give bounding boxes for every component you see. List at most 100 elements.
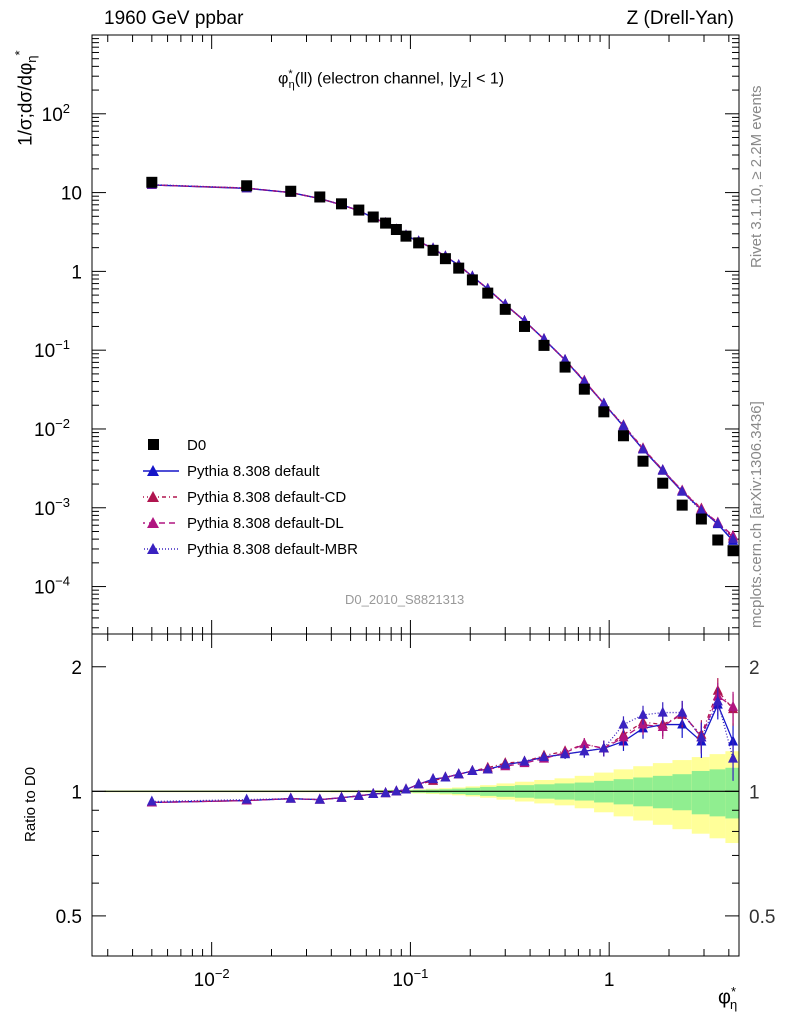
d0-point [380,217,392,229]
ratio-y-tick-label: 2 [71,658,82,679]
d0-point [519,320,531,332]
ratio-y-tick-label-right: 1 [749,782,760,803]
y-tick-label: 10−4 [34,574,70,599]
ratio-point [241,793,252,804]
ratio-band-inner [709,769,726,817]
d0-point [538,339,550,351]
series-point [657,464,668,475]
d0-point [695,513,707,525]
ratio-point [638,708,649,719]
legend-square-marker-icon [148,439,159,450]
d0-point [427,244,439,256]
d0-point [466,274,478,286]
series-point [696,504,707,515]
ratio-point [285,792,296,803]
ratio-point [353,789,364,800]
d0-point [241,180,253,192]
header-right: Z (Drell-Yan) [626,8,734,29]
ratio-y-tick-label: 0.5 [56,907,82,928]
series-point [728,533,739,544]
ratio-point [391,785,402,796]
ratio-point [314,793,325,804]
series-point [638,443,649,454]
d0-point [335,198,347,210]
ratio-point [560,748,571,759]
series-line [151,184,734,538]
series-point [618,419,629,430]
d0-point [617,430,629,442]
ratio-point [519,755,530,766]
d0-point [499,303,511,315]
ratio-point [696,731,707,742]
d0-point [712,534,724,546]
ratio-point [728,752,739,763]
ratio-band-inner [691,770,710,815]
d0-point [439,253,451,265]
ratio-point [728,700,739,711]
ratio-y-tick-label-right: 0.5 [749,907,775,928]
d0-point [314,191,326,203]
ratio-y-axis-label: Ratio to D0 [22,766,39,842]
ratio-point [677,706,688,717]
ratio-point [453,768,464,779]
legend-label: Pythia 8.308 default-MBR [187,541,358,558]
ratio-point [538,751,549,762]
ratio-point [440,771,451,782]
legend-triangle-marker-icon [143,491,179,502]
series-point [598,397,609,408]
d0-point [146,176,158,188]
legend-label: Pythia 8.308 default-DL [187,515,344,532]
d0-point [390,224,402,236]
d0-point [413,237,425,249]
analysis-id: D0_2010_S8821313 [345,592,465,607]
ratio-point [579,738,590,749]
ratio-point [428,773,439,784]
d0-point [578,383,590,395]
d0-point [400,230,412,242]
ratio-point [579,745,590,756]
series-line [151,184,734,542]
d0-point [367,211,379,223]
legend-label: Pythia 8.308 default [187,463,320,480]
d0-point [598,406,610,418]
ratio-y-tick-label: 1 [71,782,82,803]
ratio-band-inner [725,767,739,819]
y-tick-label: 102 [42,101,70,126]
legend-triangle-marker-icon [143,543,179,554]
series-point [579,375,590,386]
d0-point [559,361,571,373]
x-tick-label: 10−1 [392,966,428,991]
ratio-point [467,764,478,775]
ratio-point [146,795,157,806]
d0-point [482,287,494,299]
d0-point [637,455,649,467]
plot-title: φ*η(ll) (electron channel, |yZ| < 1) [278,68,505,91]
ratio-band-inner [652,775,673,809]
y-tick-label: 10−2 [34,416,70,441]
ratio-point [368,788,379,799]
series-line [151,184,734,537]
ratio-point [380,787,391,798]
d0-point [453,262,465,274]
ratio-point [712,695,723,706]
legend-label: D0 [187,437,207,454]
y-tick-label: 10−3 [34,495,70,520]
ratio-point [400,783,411,794]
ratio-point [657,706,668,717]
ratio-plot-frame [91,633,740,957]
x-tick-label: 10−2 [194,966,230,991]
ratio-point [482,763,493,774]
ratio-point [413,778,424,789]
y-tick-label: 10−1 [34,337,70,362]
series-point [712,517,723,528]
legend-label: Pythia 8.308 default-CD [187,489,347,506]
y-tick-label: 1 [71,262,82,283]
series-line [151,183,734,540]
ratio-point [618,718,629,729]
legend-triangle-marker-icon [143,517,179,528]
ratio-point [336,791,347,802]
x-axis-label: φ*η [718,984,738,1012]
series-point [560,354,571,365]
series-point [677,485,688,496]
